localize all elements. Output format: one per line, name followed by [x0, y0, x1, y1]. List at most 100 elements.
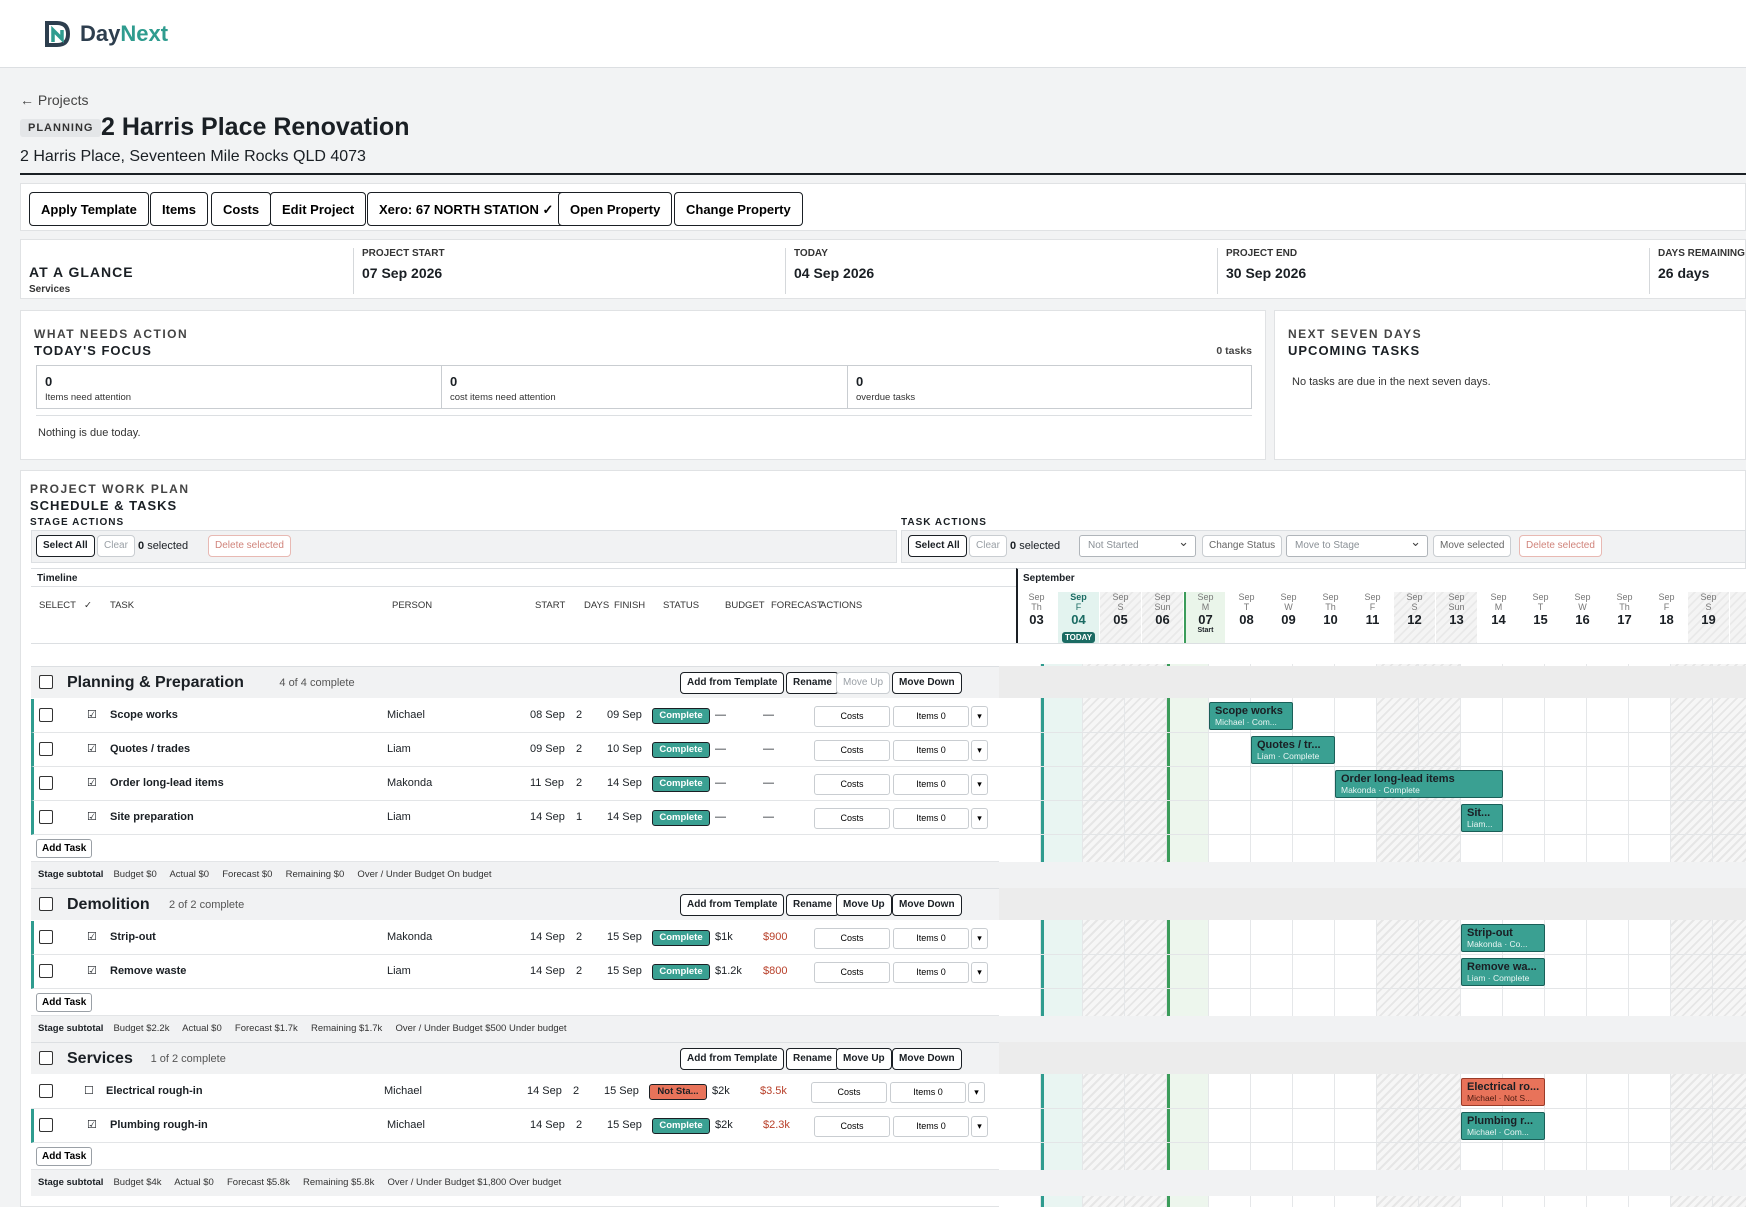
task-name[interactable]: Electrical rough-in — [106, 1085, 203, 1097]
gantt-bar[interactable]: Plumbing r... Michael · Com... — [1461, 1112, 1545, 1140]
task-select-checkbox[interactable] — [39, 810, 53, 824]
costs-button[interactable]: Costs — [811, 1082, 887, 1103]
stage-clear-button[interactable]: Clear — [97, 535, 135, 557]
move-down-button[interactable]: Move Down — [892, 672, 962, 694]
status-badge[interactable]: Not Sta... — [649, 1084, 707, 1100]
task-select-all-button[interactable]: Select All — [908, 535, 967, 557]
gantt-bar[interactable]: Remove wa... Liam · Complete — [1461, 958, 1545, 986]
task-name[interactable]: Order long-lead items — [110, 777, 224, 789]
task-row[interactable]: ☐ Electrical rough-in Michael 14 Sep 2 15 Sep… — [31, 1075, 999, 1109]
chevron-down-icon[interactable]: ▾ — [971, 1116, 988, 1137]
rename-button[interactable]: Rename — [786, 1048, 839, 1070]
task-name[interactable]: Plumbing rough-in — [110, 1119, 208, 1131]
costs-button[interactable]: Costs — [814, 1116, 890, 1137]
costs-button[interactable]: Costs — [814, 928, 890, 949]
chevron-down-icon[interactable]: ▾ — [971, 962, 988, 983]
items-button[interactable]: Items 0 — [893, 1116, 969, 1137]
apply-template-button[interactable]: Apply Template — [29, 192, 149, 226]
move-down-button[interactable]: Move Down — [892, 894, 962, 916]
status-badge[interactable]: Complete — [652, 930, 710, 946]
move-up-button[interactable]: Move Up — [836, 894, 892, 916]
gantt-bar[interactable]: Strip-out Makonda · Co... — [1461, 924, 1545, 952]
add-task-button[interactable]: Add Task — [36, 839, 93, 858]
change-status-button[interactable]: Change Status — [1202, 535, 1283, 557]
change-property-button[interactable]: Change Property — [674, 192, 803, 226]
status-badge[interactable]: Complete — [652, 742, 710, 758]
gantt-bar[interactable]: Scope works Michael · Com... — [1209, 702, 1293, 730]
task-name[interactable]: Site preparation — [110, 811, 194, 823]
edit-project-button[interactable]: Edit Project — [270, 192, 367, 226]
add-task-button[interactable]: Add Task — [36, 1147, 93, 1166]
chevron-down-icon[interactable]: ▾ — [971, 928, 988, 949]
add-task-button[interactable]: Add Task — [36, 993, 93, 1012]
items-button[interactable]: Items 0 — [893, 706, 969, 727]
add-from-template-button[interactable]: Add from Template — [680, 672, 785, 694]
task-select-checkbox[interactable] — [39, 930, 53, 944]
gantt-bar[interactable]: Quotes / tr... Liam · Complete — [1251, 736, 1335, 764]
checked-icon[interactable]: ☑ — [87, 811, 97, 823]
unchecked-icon[interactable]: ☐ — [84, 1085, 94, 1097]
stage-checkbox[interactable] — [39, 897, 53, 911]
status-badge[interactable]: Complete — [652, 708, 710, 724]
gantt-bar[interactable]: Order long-lead items Makonda · Complete — [1335, 770, 1503, 798]
move-selected-button[interactable]: Move selected — [1433, 535, 1512, 557]
stage-checkbox[interactable] — [39, 675, 53, 689]
task-row[interactable]: ☑ Quotes / trades Liam 09 Sep 2 10 Sep Complet… — [31, 733, 999, 767]
brand-logo[interactable]: DayNext — [44, 20, 168, 48]
task-select-checkbox[interactable] — [39, 1118, 53, 1132]
items-button[interactable]: Items 0 — [890, 1082, 966, 1103]
rename-button[interactable]: Rename — [786, 894, 839, 916]
task-row[interactable]: ☑ Remove waste Liam 14 Sep 2 15 Sep Complete $1… — [31, 955, 999, 989]
task-name[interactable]: Remove waste — [110, 965, 187, 977]
task-clear-button[interactable]: Clear — [969, 535, 1007, 557]
task-row[interactable]: ☑ Order long-lead items Makonda 11 Sep 2 14 S… — [31, 767, 999, 801]
task-select-checkbox[interactable] — [39, 1084, 53, 1098]
costs-button[interactable]: Costs — [814, 706, 890, 727]
items-button[interactable]: Items 0 — [893, 774, 969, 795]
gantt-bar[interactable]: Sit... Liam... — [1461, 804, 1503, 832]
task-row[interactable]: ☑ Plumbing rough-in Michael 14 Sep 2 15 Sep Co… — [31, 1109, 999, 1143]
items-button[interactable]: Items 0 — [893, 962, 969, 983]
status-select[interactable]: Not Started — [1079, 532, 1196, 557]
gantt-bar[interactable]: Electrical ro... Michael · Not S... — [1461, 1078, 1545, 1106]
checked-icon[interactable]: ☑ — [87, 743, 97, 755]
status-badge[interactable]: Complete — [652, 964, 710, 980]
items-button[interactable]: Items 0 — [893, 740, 969, 761]
checked-icon[interactable]: ☑ — [87, 931, 97, 943]
move-down-button[interactable]: Move Down — [892, 1048, 962, 1070]
task-select-checkbox[interactable] — [39, 964, 53, 978]
move-up-button[interactable]: Move Up — [836, 672, 891, 694]
open-property-button[interactable]: Open Property — [558, 192, 673, 226]
task-name[interactable]: Scope works — [110, 709, 178, 721]
checked-icon[interactable]: ☑ — [87, 965, 97, 977]
rename-button[interactable]: Rename — [786, 672, 839, 694]
task-row[interactable]: ☑ Strip-out Makonda 14 Sep 2 15 Sep Complete $1… — [31, 921, 999, 955]
add-from-template-button[interactable]: Add from Template — [680, 1048, 785, 1070]
task-select-checkbox[interactable] — [39, 742, 53, 756]
checked-icon[interactable]: ☑ — [87, 777, 97, 789]
costs-button[interactable]: Costs — [814, 740, 890, 761]
costs-button[interactable]: Costs — [814, 774, 890, 795]
costs-button[interactable]: Costs — [814, 808, 890, 829]
stage-delete-selected-button[interactable]: Delete selected — [208, 535, 291, 557]
task-delete-selected-button[interactable]: Delete selected — [1519, 535, 1602, 557]
move-to-stage-select[interactable]: Move to Stage — [1286, 532, 1428, 557]
items-button[interactable]: Items 0 — [893, 808, 969, 829]
status-badge[interactable]: Complete — [652, 810, 710, 826]
xero-button[interactable]: Xero: 67 NORTH STATION ✓ — [367, 192, 566, 226]
add-from-template-button[interactable]: Add from Template — [680, 894, 785, 916]
checked-icon[interactable]: ☑ — [87, 1119, 97, 1131]
status-badge[interactable]: Complete — [652, 776, 710, 792]
status-badge[interactable]: Complete — [652, 1118, 710, 1134]
task-name[interactable]: Quotes / trades — [110, 743, 191, 755]
chevron-down-icon[interactable]: ▾ — [968, 1082, 985, 1103]
stage-select-all-button[interactable]: Select All — [36, 535, 95, 557]
costs-button[interactable]: Costs — [814, 962, 890, 983]
stage-checkbox[interactable] — [39, 1051, 53, 1065]
move-up-button[interactable]: Move Up — [836, 1048, 892, 1070]
items-button[interactable]: Items 0 — [893, 928, 969, 949]
task-select-checkbox[interactable] — [39, 708, 53, 722]
chevron-down-icon[interactable]: ▾ — [971, 740, 988, 761]
task-name[interactable]: Strip-out — [110, 931, 156, 943]
costs-button[interactable]: Costs — [211, 192, 272, 226]
